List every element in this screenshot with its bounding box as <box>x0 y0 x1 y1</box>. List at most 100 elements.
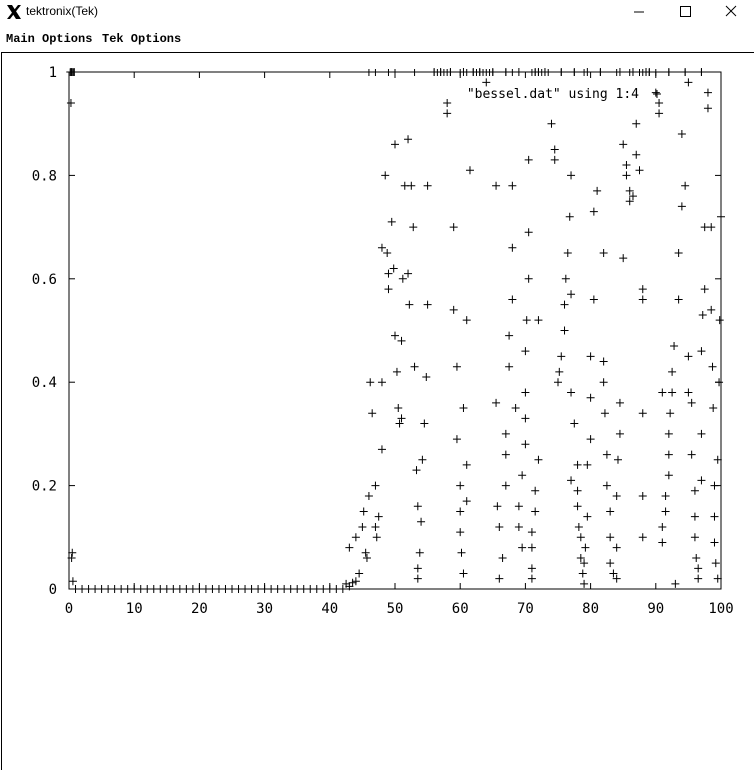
data-point <box>362 553 371 562</box>
data-point <box>694 574 703 583</box>
data-point <box>371 522 380 531</box>
data-point <box>586 393 595 402</box>
data-point <box>573 486 582 495</box>
data-point <box>501 68 510 76</box>
data-point <box>684 352 693 361</box>
data-point <box>359 507 368 516</box>
legend-label: "bessel.dat" using 1:4 <box>467 87 639 102</box>
data-point <box>578 569 587 578</box>
data-point <box>619 254 628 263</box>
data-point <box>681 181 690 190</box>
data-point <box>655 99 664 108</box>
data-point <box>703 88 712 97</box>
data-point <box>563 248 572 257</box>
data-point <box>697 68 706 76</box>
data-point <box>708 362 717 371</box>
close-icon <box>725 5 737 17</box>
data-point <box>622 171 631 180</box>
data-point <box>524 274 533 283</box>
x-tick-label: 20 <box>191 601 208 617</box>
data-point <box>351 533 360 542</box>
data-point <box>664 68 673 76</box>
data-point <box>492 181 501 190</box>
menu-main-options[interactable]: Main Options <box>6 32 93 46</box>
data-point <box>560 300 569 309</box>
data-point <box>570 419 579 428</box>
data-point <box>508 243 517 252</box>
data-point <box>394 404 403 413</box>
y-axis-ticks: 0 0.2 0.4 0.6 0.8 1 <box>32 65 721 598</box>
data-point <box>593 186 602 195</box>
data-point <box>713 574 722 583</box>
data-point <box>638 285 647 294</box>
data-point <box>531 507 540 516</box>
y-tick-label: 0.2 <box>32 479 57 495</box>
data-point <box>567 290 576 299</box>
y-tick-label: 0 <box>49 582 57 598</box>
data-point <box>612 574 621 583</box>
data-point <box>625 186 634 195</box>
data-point <box>606 507 615 516</box>
data-point <box>351 577 360 586</box>
data-point <box>619 140 628 149</box>
data-point <box>459 404 468 413</box>
data-point <box>692 553 701 562</box>
data-point <box>409 223 418 232</box>
data-point <box>68 577 77 586</box>
data-point <box>381 171 390 180</box>
data-point <box>638 295 647 304</box>
close-button[interactable] <box>708 0 754 24</box>
data-point <box>547 119 556 128</box>
data-point <box>707 223 716 232</box>
maximize-button[interactable] <box>662 0 708 24</box>
data-point <box>613 455 622 464</box>
data-point <box>596 68 605 76</box>
data-point <box>462 497 471 506</box>
minimize-button[interactable] <box>616 0 662 24</box>
data-point <box>338 585 347 593</box>
data-point <box>709 404 718 413</box>
data-point <box>622 161 631 170</box>
data-point <box>527 564 536 573</box>
x-tick-label: 30 <box>256 601 273 617</box>
data-point <box>417 517 426 526</box>
data-point <box>668 388 677 397</box>
x-tick-label: 0 <box>65 601 73 617</box>
data-point <box>687 450 696 459</box>
data-point <box>684 78 693 87</box>
data-point <box>521 440 530 449</box>
data-point <box>404 135 413 144</box>
data-point <box>589 295 598 304</box>
data-point <box>681 68 690 76</box>
data-point <box>711 559 720 568</box>
x-tick-label: 40 <box>321 601 338 617</box>
data-point <box>615 398 624 407</box>
data-point <box>573 460 582 469</box>
x-tick-label: 80 <box>582 601 599 617</box>
data-point <box>554 378 562 387</box>
data-point <box>398 274 407 283</box>
data-point <box>606 533 615 542</box>
y-tick-label: 1 <box>49 65 57 81</box>
data-point <box>707 305 716 314</box>
data-point <box>505 331 514 340</box>
data-point <box>377 243 386 252</box>
data-point <box>635 166 644 175</box>
data-point <box>68 548 77 557</box>
data-point <box>508 181 517 190</box>
data-point <box>638 533 647 542</box>
data-point <box>457 548 466 557</box>
data-point <box>602 481 611 490</box>
data-point <box>495 522 504 531</box>
data-point <box>661 491 670 500</box>
data-point <box>690 486 699 495</box>
data-point <box>561 274 570 283</box>
data-point <box>395 419 404 428</box>
data-point <box>677 202 686 211</box>
data-point <box>638 409 647 418</box>
menu-tek-options[interactable]: Tek Options <box>102 32 182 46</box>
data-point <box>583 512 592 521</box>
data-point <box>366 378 375 387</box>
data-point <box>384 269 393 278</box>
data-point <box>498 553 507 562</box>
